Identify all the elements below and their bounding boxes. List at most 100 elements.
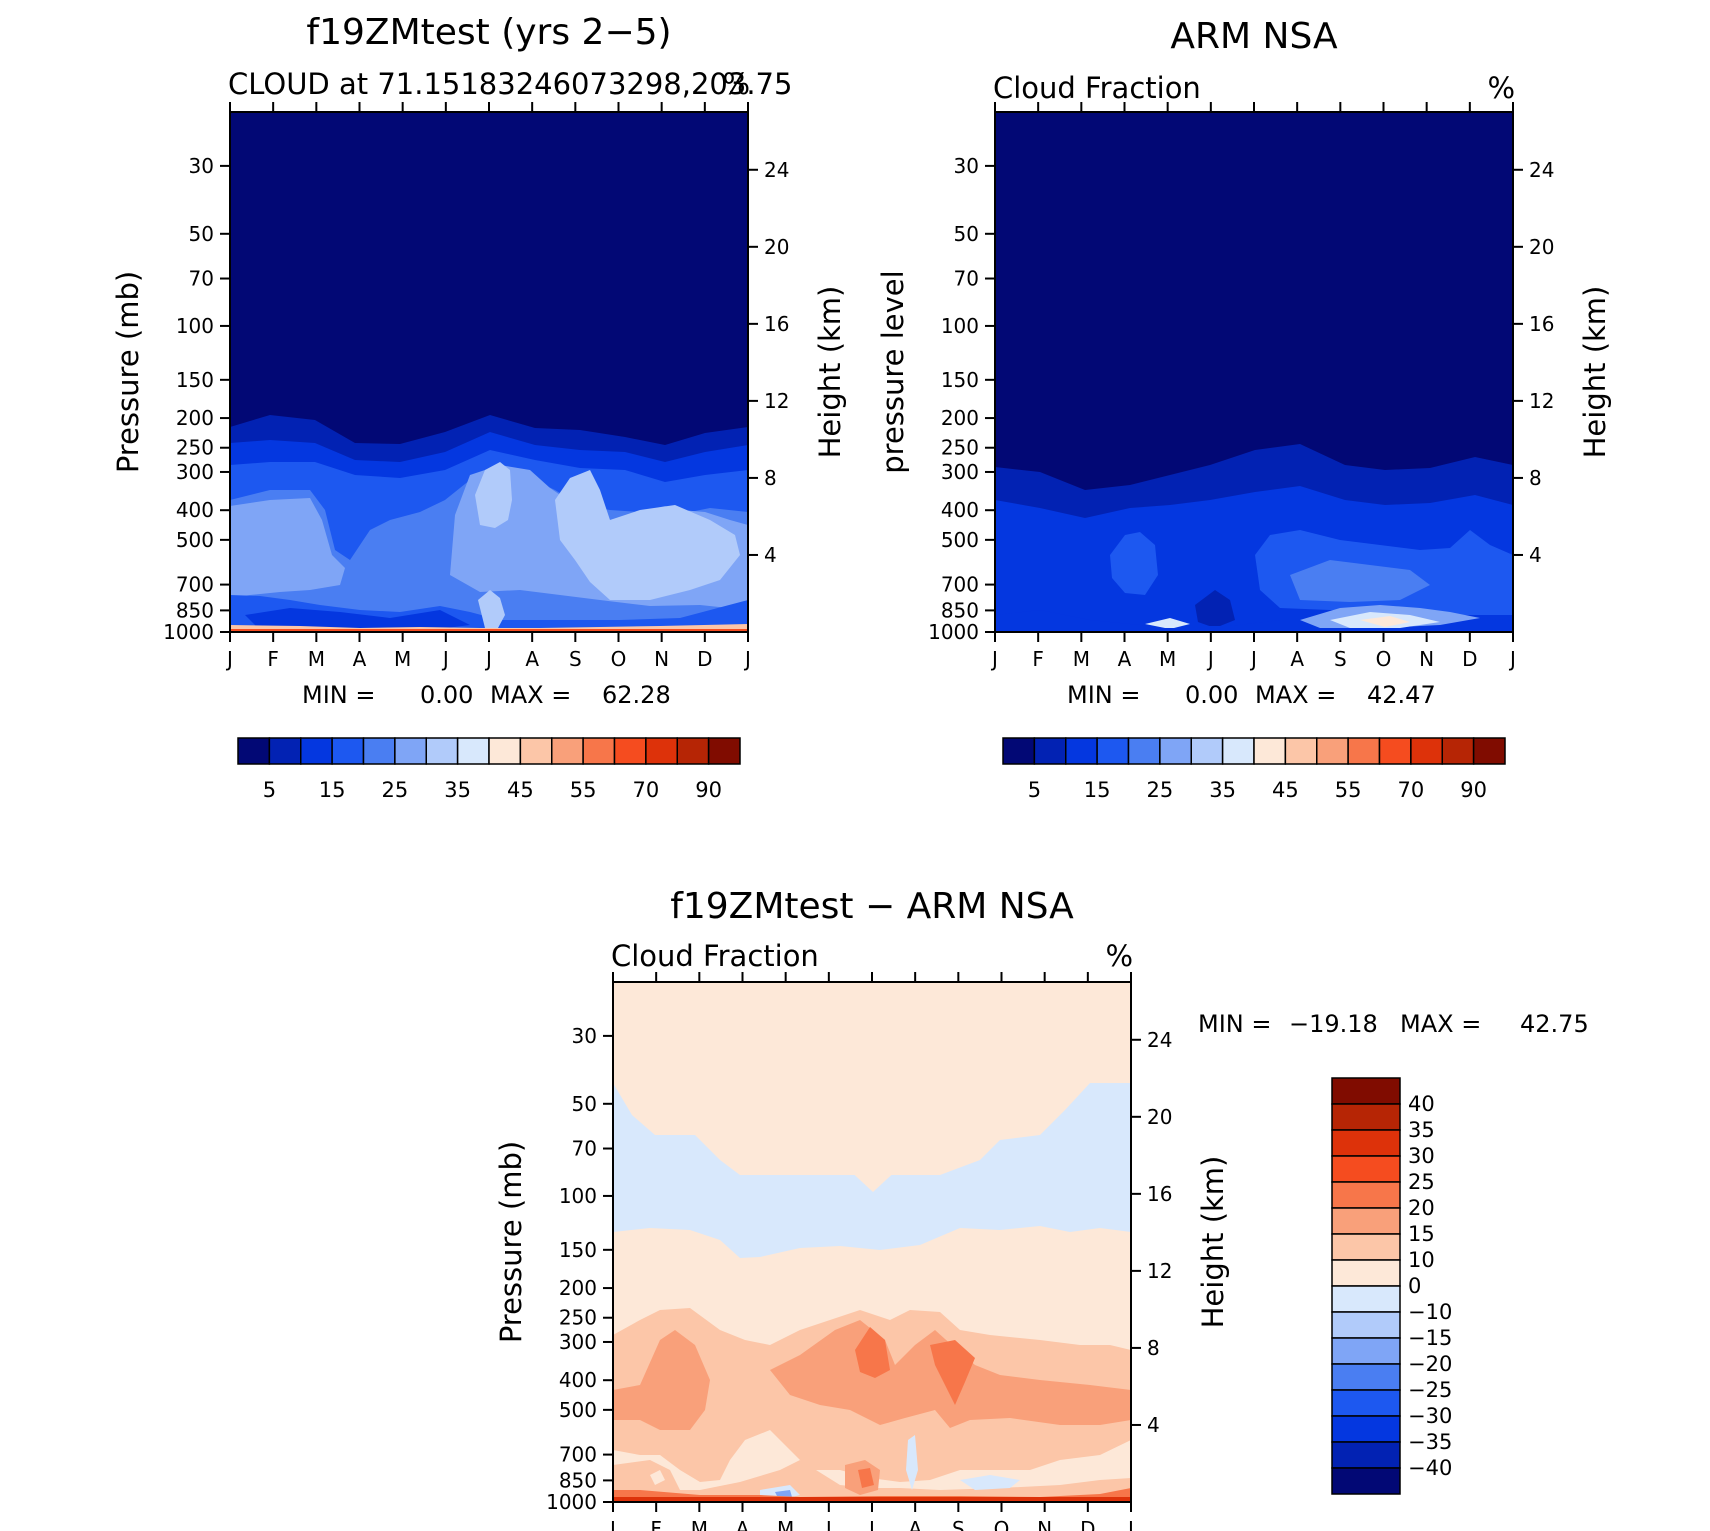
- y2-tick-label: 4: [1529, 543, 1542, 567]
- y-axis-label: Pressure (mb): [111, 271, 145, 473]
- panel-obs-colorbar: 5 15 25 35 45 55 70 90: [1002, 737, 1506, 802]
- x-tick-label: M: [691, 1517, 708, 1531]
- y2-axis-label: Height (km): [1196, 1156, 1230, 1329]
- x-tick-label: S: [952, 1517, 965, 1531]
- x-tick-label: J: [824, 1517, 832, 1531]
- colorbar-swatch: [1002, 737, 1036, 765]
- colorbar-swatch: [300, 737, 333, 765]
- contour-band: [1145, 618, 1190, 629]
- y-tick-label: 30: [572, 1024, 597, 1048]
- colorbar-swatch: [707, 737, 741, 765]
- colorbar-swatch: [1127, 737, 1161, 765]
- x-tick-label: J: [990, 647, 998, 671]
- x-tick-label: O: [994, 1517, 1010, 1531]
- colorbar-swatch: [1331, 1311, 1401, 1339]
- y2-axis-label: Height (km): [813, 286, 847, 459]
- x-tick-label: M: [394, 647, 411, 671]
- y-tick-label: 100: [176, 314, 214, 338]
- x-tick-label: F: [1032, 647, 1044, 671]
- colorbar-label: 15: [319, 778, 346, 802]
- contour-band: [613, 1497, 1131, 1502]
- y-tick-label: 250: [559, 1306, 597, 1330]
- colorbar-label: −40: [1408, 1456, 1452, 1480]
- colorbar-label: 25: [1408, 1170, 1435, 1194]
- panel-obs-units: %: [1487, 71, 1515, 105]
- y-tick-label: 700: [941, 573, 979, 597]
- colorbar-swatch: [1331, 1155, 1401, 1183]
- x-tick-label: A: [1118, 647, 1132, 671]
- y2-tick-label: 8: [1147, 1336, 1160, 1360]
- colorbar-swatch: [1410, 737, 1443, 765]
- panel-model-contours: [230, 112, 748, 632]
- colorbar-swatch: [1316, 737, 1349, 765]
- x-tick-label: O: [611, 647, 627, 671]
- contour-band: [906, 1435, 918, 1490]
- y2-tick-label: 24: [1529, 158, 1554, 182]
- colorbar-swatch: [1331, 1389, 1401, 1417]
- x-tick-label: F: [650, 1517, 662, 1531]
- colorbar-swatch: [1221, 737, 1255, 765]
- y-tick-label: 200: [176, 406, 214, 430]
- panel-diff-units: %: [1105, 939, 1133, 973]
- x-tick-label: N: [1037, 1517, 1052, 1531]
- y-tick-label: 400: [941, 498, 979, 522]
- panel-diff-subtitle: Cloud Fraction: [611, 939, 819, 973]
- y2-tick-label: 20: [1147, 1105, 1172, 1129]
- x-tick-label: J: [1249, 647, 1257, 671]
- y-tick-label: 50: [954, 222, 979, 246]
- x-tick-label: D: [697, 647, 712, 671]
- y2-axis-label: Height (km): [1578, 286, 1612, 459]
- colorbar-swatch: [551, 737, 584, 765]
- panel-diff-max-value: 42.75: [1520, 1010, 1589, 1038]
- colorbar-label: 35: [444, 778, 471, 802]
- y-tick-label: 150: [941, 368, 979, 392]
- y-tick-label: 150: [559, 1238, 597, 1262]
- x-tick-label: D: [1080, 1517, 1095, 1531]
- colorbar-swatch: [1331, 1259, 1401, 1287]
- colorbar-label: 45: [1272, 778, 1299, 802]
- colorbar-swatch: [1331, 1077, 1401, 1105]
- x-tick-label: A: [525, 647, 539, 671]
- colorbar-swatch: [1033, 737, 1067, 765]
- panel-obs-subtitle: Cloud Fraction: [993, 71, 1201, 105]
- y-tick-label: 250: [941, 436, 979, 460]
- contour-band: [230, 498, 345, 598]
- contour-band: [613, 1460, 1131, 1502]
- x-tick-label: J: [484, 647, 492, 671]
- colorbar-swatch: [1441, 737, 1475, 765]
- y-tick-label: 100: [559, 1184, 597, 1208]
- contour-band: [1110, 532, 1158, 595]
- y2-tick-label: 4: [1147, 1413, 1160, 1437]
- colorbar-label: 40: [1408, 1092, 1435, 1116]
- contour-band: [475, 462, 512, 528]
- y-tick-label: 300: [176, 460, 214, 484]
- y-tick-label: 1000: [163, 620, 214, 644]
- contour-band: [855, 1327, 890, 1378]
- x-tick-label: J: [867, 1517, 875, 1531]
- colorbar-swatch: [1331, 1233, 1401, 1261]
- colorbar-swatch: [519, 737, 553, 765]
- colorbar-label: 15: [1084, 778, 1111, 802]
- x-tick-label: D: [1462, 647, 1477, 671]
- colorbar-label: 0: [1408, 1274, 1421, 1298]
- x-tick-label: N: [654, 647, 669, 671]
- colorbar-label: −35: [1408, 1430, 1452, 1454]
- colorbar-swatch: [1331, 1363, 1401, 1391]
- colorbar-swatch: [1331, 1103, 1401, 1131]
- colorbar-label: 35: [1209, 778, 1236, 802]
- y-tick-label: 400: [176, 498, 214, 522]
- panel-obs-max-value: 42.47: [1367, 681, 1436, 709]
- contour-band: [613, 1330, 710, 1430]
- panel-obs-title: ARM NSA: [1170, 16, 1338, 57]
- y2-tick-label: 12: [764, 389, 789, 413]
- colorbar-swatch: [1347, 737, 1381, 765]
- y2-tick-label: 16: [1147, 1182, 1172, 1206]
- colorbar-label: 55: [1335, 778, 1362, 802]
- colorbar-label: 70: [1398, 778, 1425, 802]
- panel-model-colorbar: 5 15 25 35 45 55 70 90: [237, 737, 741, 802]
- contour-band: [1360, 616, 1410, 627]
- contour-band: [555, 470, 740, 600]
- panel-model-subtitle: CLOUD at 71.15183246073298,203.75: [228, 67, 792, 101]
